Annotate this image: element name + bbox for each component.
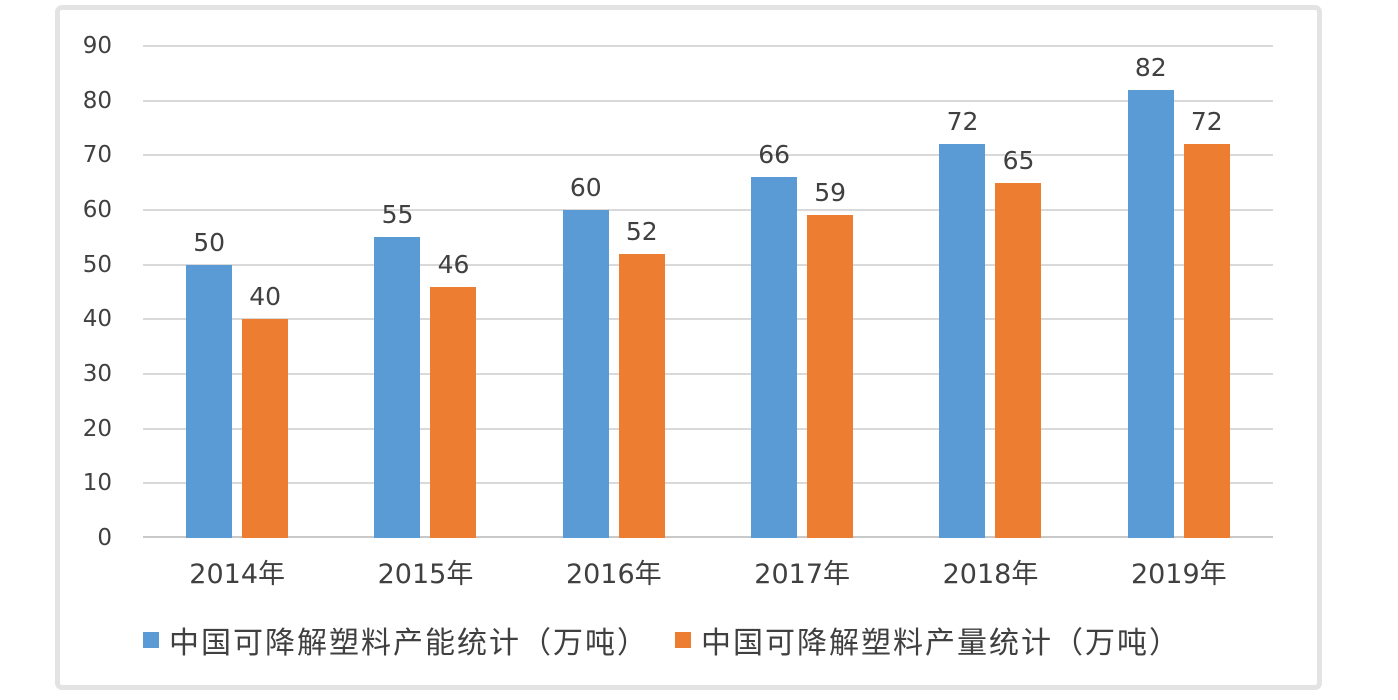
- y-axis-tick-label: 0: [97, 525, 112, 551]
- bar-group-2014年: 50 40: [143, 46, 331, 538]
- bar-group-2017年: 66 59: [708, 46, 896, 538]
- y-axis-tick-label: 20: [82, 415, 112, 442]
- chart-panel: 0 10 20 30 40 50 60 70 80 90 50 40 55 46 60 52 66 59 72 65…: [55, 5, 1322, 690]
- bar-group-2015年: 55 46: [331, 46, 519, 538]
- gridline: [143, 154, 1273, 157]
- gridline: [143, 427, 1273, 430]
- y-axis-tick-label: 70: [82, 142, 112, 169]
- y-axis-tick-label: 90: [82, 33, 112, 59]
- gridline: [143, 99, 1273, 102]
- bar-s2-2014年: 40: [242, 283, 289, 538]
- legend-label: 中国可降解塑料产能统计（万吨）: [169, 626, 649, 661]
- data-label: 82: [1134, 52, 1167, 82]
- gridline: [143, 318, 1273, 321]
- legend-marker-icon: [675, 632, 691, 648]
- x-axis-label: 2016年: [565, 559, 662, 590]
- bar-s1-2015年: 55: [374, 201, 421, 538]
- bar-groups: 50 40 55 46 60 52 66 59 72 65 82 72: [143, 46, 1273, 538]
- x-axis-line: [143, 536, 1273, 538]
- x-axis-label: 2015年: [377, 559, 474, 590]
- data-label: 65: [1002, 145, 1035, 175]
- legend-marker-icon: [143, 632, 159, 648]
- y-axis-tick-label: 40: [82, 306, 112, 333]
- gridline: [143, 263, 1273, 266]
- bar-group-2019年: 82 72: [1085, 46, 1273, 538]
- x-axis-label: 2019年: [1130, 559, 1227, 590]
- legend-item-2: 中国可降解塑料产量统计（万吨）: [675, 618, 1181, 662]
- y-axis-tick-label: 30: [82, 361, 112, 387]
- bar-s1-2017年: 66: [751, 141, 798, 538]
- bar-s2-2018年: 65: [995, 146, 1042, 538]
- data-label: 46: [437, 249, 470, 279]
- gridline: [143, 209, 1273, 212]
- y-axis-tick-label: 10: [82, 470, 112, 497]
- gridline: [143, 373, 1273, 376]
- legend: 中国可降解塑料产能统计（万吨） 中国可降解塑料产量统计（万吨）: [143, 618, 1181, 662]
- x-axis-label: 2018年: [942, 559, 1039, 590]
- bar-s2-2019年: 72: [1183, 108, 1230, 538]
- bar-s1-2018年: 72: [939, 108, 986, 538]
- y-axis-tick-label: 60: [82, 197, 112, 223]
- data-label: 60: [569, 173, 602, 202]
- y-axis: 0 10 20 30 40 50 60 70 80 90: [60, 10, 112, 685]
- data-label: 59: [814, 178, 847, 208]
- bar-s1-2014年: 50: [186, 228, 233, 538]
- y-axis-tick-label: 50: [82, 251, 112, 278]
- data-label: 55: [381, 200, 414, 230]
- data-label: 72: [946, 107, 979, 137]
- x-axis-labels: 2014年 2015年 2016年 2017年 2018年 2019年: [143, 552, 1273, 591]
- data-label: 52: [625, 216, 658, 246]
- x-axis-label: 2017年: [754, 559, 850, 590]
- legend-label: 中国可降解塑料产量统计（万吨）: [701, 626, 1181, 661]
- bar-group-2018年: 72 65: [896, 46, 1084, 538]
- data-label: 66: [758, 140, 791, 170]
- data-label: 50: [193, 227, 226, 257]
- plot-area: 50 40 55 46 60 52 66 59 72 65 82 72: [143, 45, 1273, 538]
- bar-s1-2019年: 82: [1127, 53, 1174, 538]
- bar-s2-2015年: 46: [430, 250, 477, 538]
- bar-group-2016年: 60 52: [520, 46, 708, 538]
- gridline: [143, 45, 1273, 47]
- gridline: [143, 482, 1273, 485]
- y-axis-tick-label: 80: [82, 87, 112, 114]
- legend-item-1: 中国可降解塑料产能统计（万吨）: [143, 618, 649, 662]
- bar-s2-2016年: 52: [618, 217, 665, 538]
- data-label: 72: [1190, 107, 1223, 137]
- data-label: 40: [249, 282, 282, 312]
- x-axis-label: 2014年: [189, 559, 286, 590]
- bar-s2-2017年: 59: [807, 179, 854, 538]
- bar-s1-2016年: 60: [562, 174, 609, 538]
